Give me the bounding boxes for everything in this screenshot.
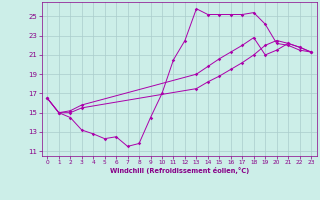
X-axis label: Windchill (Refroidissement éolien,°C): Windchill (Refroidissement éolien,°C) [109,167,249,174]
